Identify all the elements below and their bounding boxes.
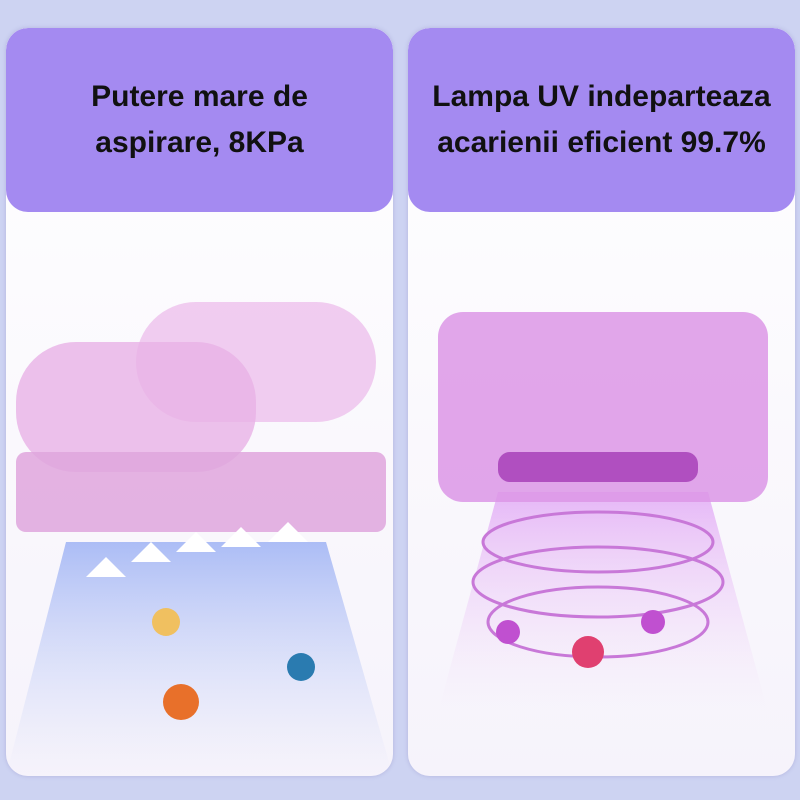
dust-mite-icon bbox=[287, 653, 315, 681]
suction-feature-title: Putere mare de aspirare, 8KPa bbox=[6, 28, 393, 212]
suction-feature-card: Putere mare de aspirare, 8KPa bbox=[6, 28, 393, 776]
vacuum-suction-illustration bbox=[6, 212, 393, 776]
uv-feature-title: Lampa UV indeparteaza acarienii eficient… bbox=[408, 28, 795, 212]
dust-mite-icon bbox=[572, 636, 604, 668]
virus-icon bbox=[163, 684, 199, 720]
uv-feature-card: Lampa UV indeparteaza acarienii eficient… bbox=[408, 28, 795, 776]
uv-lamp-illustration bbox=[408, 212, 795, 776]
